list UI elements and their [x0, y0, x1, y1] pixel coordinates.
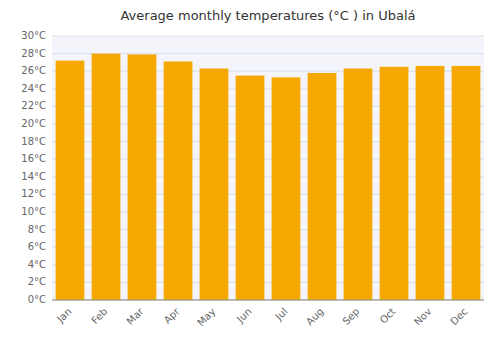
grid-line — [52, 300, 484, 301]
plot-area — [52, 36, 484, 300]
bar — [236, 76, 265, 300]
y-tick-label: 10°C — [21, 206, 46, 217]
bars — [56, 54, 481, 300]
x-tick-label: Mar — [124, 305, 146, 327]
bar — [380, 67, 409, 300]
y-tick-label: 2°C — [28, 276, 46, 287]
y-tick-label: 12°C — [21, 188, 46, 199]
x-axis-line — [52, 300, 484, 301]
x-tick-label: Oct — [378, 306, 398, 326]
x-tick-label: Nov — [412, 306, 434, 328]
x-tick-label: Aug — [304, 306, 326, 328]
grid-line — [52, 36, 484, 37]
y-tick-label: 8°C — [28, 224, 46, 235]
x-tick-label: Dec — [448, 306, 469, 327]
y-tick-label: 4°C — [28, 259, 46, 270]
y-tick-label: 24°C — [21, 83, 46, 94]
x-tick-label: Apr — [162, 305, 183, 326]
y-tick-label: 30°C — [21, 30, 46, 41]
x-tick-label: Sep — [340, 306, 361, 327]
y-tick-label: 22°C — [21, 100, 46, 111]
chart: 0°C 2°C 4°C 6°C 8°C 10°C 12°C 14°C 16°C 18°C 20°C 2… — [0, 0, 500, 350]
y-tick-label: 6°C — [28, 241, 46, 252]
bar — [272, 77, 301, 300]
x-tick-label: May — [195, 306, 217, 328]
x-tick-label: Feb — [89, 306, 109, 326]
bar — [452, 66, 481, 300]
y-tick-label: 18°C — [21, 136, 46, 147]
bar — [344, 69, 373, 300]
y-tick-label: 20°C — [21, 118, 46, 129]
bar — [56, 61, 85, 300]
y-tick-label: 28°C — [21, 48, 46, 59]
bar — [416, 66, 445, 300]
x-tick-label: Jun — [234, 306, 254, 326]
x-tick-label: Jan — [54, 306, 73, 325]
y-tick-label: 14°C — [21, 171, 46, 182]
y-tick-label: 26°C — [21, 65, 46, 76]
x-tick-label: Jul — [273, 306, 290, 323]
bar — [308, 73, 337, 300]
bar — [200, 69, 229, 300]
y-tick-label: 16°C — [21, 153, 46, 164]
bar — [128, 54, 157, 300]
bar — [92, 54, 121, 300]
title: Average monthly temperatures (°C ) in Ub… — [120, 8, 415, 23]
y-tick-label: 0°C — [28, 294, 46, 305]
bar — [164, 62, 193, 300]
